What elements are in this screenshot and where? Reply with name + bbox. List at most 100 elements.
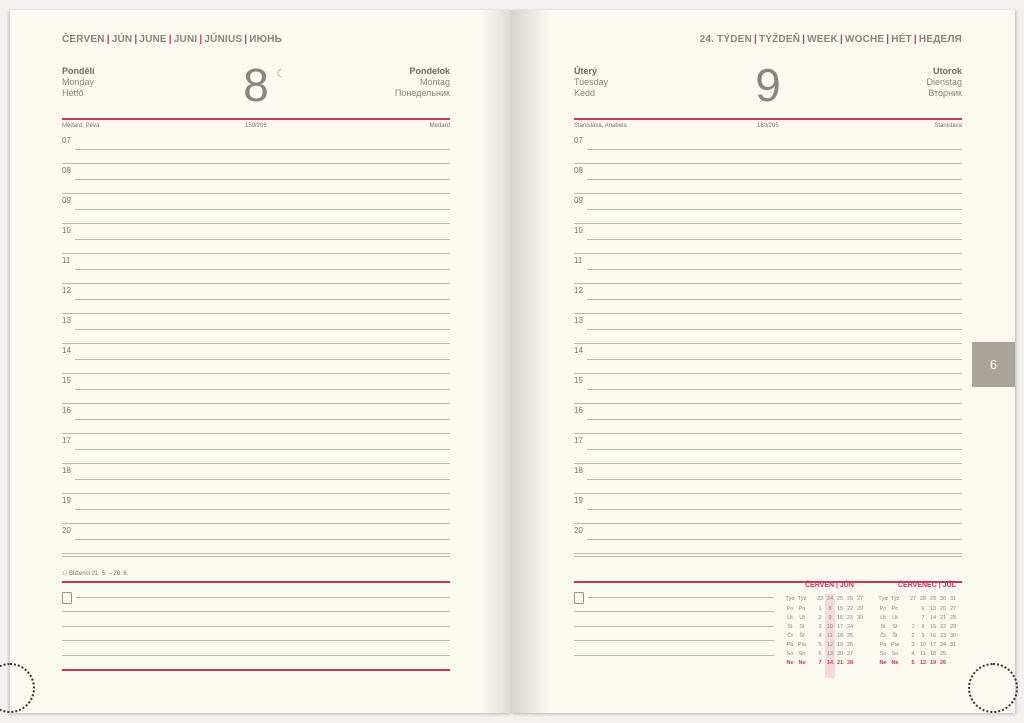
calendar-day[interactable]: 12 (826, 642, 834, 648)
half-hour-line[interactable] (574, 193, 962, 194)
half-hour-line[interactable] (62, 553, 450, 554)
calendar-day[interactable]: 9 (828, 615, 832, 621)
hour-line[interactable] (75, 329, 450, 330)
half-hour-line[interactable] (62, 523, 450, 524)
hour-line[interactable] (587, 299, 962, 300)
calendar-day[interactable]: 7 (921, 615, 925, 621)
calendar-day[interactable]: 28 (846, 660, 854, 666)
hour-line[interactable] (75, 269, 450, 270)
calendar-day[interactable]: 14 (826, 660, 834, 666)
hour-line[interactable] (75, 509, 450, 510)
calendar-day[interactable]: 10 (919, 642, 927, 648)
calendar-day[interactable]: 18 (836, 633, 844, 639)
calendar-day[interactable]: 20 (939, 606, 947, 612)
calendar-day[interactable]: 23 (846, 615, 854, 621)
calendar-day[interactable]: 2 (911, 633, 915, 639)
hour-line[interactable] (587, 209, 962, 210)
calendar-day[interactable]: 18 (929, 651, 937, 657)
hour-line[interactable] (75, 359, 450, 360)
calendar-day[interactable]: 29 (949, 624, 957, 630)
calendar-day[interactable]: 31 (949, 642, 957, 648)
half-hour-line[interactable] (62, 343, 450, 344)
calendar-day[interactable]: 21 (939, 615, 947, 621)
half-hour-line[interactable] (574, 403, 962, 404)
half-hour-line[interactable] (574, 373, 962, 374)
half-hour-line[interactable] (574, 493, 962, 494)
half-hour-line[interactable] (574, 343, 962, 344)
calendar-day[interactable]: 6 (818, 651, 822, 657)
hour-line[interactable] (75, 209, 450, 210)
note-line[interactable] (62, 655, 450, 656)
calendar-day[interactable]: 12 (919, 660, 927, 666)
half-hour-line[interactable] (62, 403, 450, 404)
hour-line[interactable] (75, 479, 450, 480)
hour-line[interactable] (75, 149, 450, 150)
half-hour-line[interactable] (574, 463, 962, 464)
half-hour-line[interactable] (62, 253, 450, 254)
calendar-day[interactable]: 22 (939, 624, 947, 630)
half-hour-line[interactable] (62, 223, 450, 224)
hour-line[interactable] (587, 479, 962, 480)
calendar-day[interactable]: 1 (911, 624, 915, 630)
calendar-day[interactable]: 16 (836, 615, 844, 621)
hour-line[interactable] (587, 509, 962, 510)
calendar-day[interactable]: 21 (836, 660, 844, 666)
half-hour-line[interactable] (574, 253, 962, 254)
calendar-day[interactable]: 23 (939, 633, 947, 639)
calendar-day[interactable]: 17 (836, 624, 844, 630)
hour-line[interactable] (587, 269, 962, 270)
calendar-day[interactable]: 13 (826, 651, 834, 657)
hour-line[interactable] (75, 299, 450, 300)
calendar-day[interactable]: 10 (826, 624, 834, 630)
calendar-day[interactable]: 3 (818, 624, 822, 630)
half-hour-line[interactable] (62, 373, 450, 374)
note-line[interactable] (574, 640, 774, 641)
calendar-day[interactable]: 2 (818, 615, 822, 621)
calendar-day[interactable]: 7 (818, 660, 822, 666)
hour-line[interactable] (587, 539, 962, 540)
note-line[interactable] (62, 640, 450, 641)
calendar-day[interactable]: 14 (929, 615, 937, 621)
calendar-day[interactable]: 25 (846, 633, 854, 639)
note-line[interactable] (574, 626, 774, 627)
calendar-day[interactable]: 4 (911, 651, 915, 657)
calendar-day[interactable]: 11 (827, 633, 833, 639)
calendar-day[interactable]: 26 (939, 660, 947, 666)
hour-line[interactable] (587, 239, 962, 240)
calendar-day[interactable]: 27 (949, 606, 957, 612)
hour-line[interactable] (75, 179, 450, 180)
calendar-day[interactable]: 4 (818, 633, 822, 639)
half-hour-line[interactable] (62, 493, 450, 494)
calendar-day[interactable]: 19 (836, 642, 844, 648)
half-hour-line[interactable] (62, 163, 450, 164)
half-hour-line[interactable] (574, 523, 962, 524)
calendar-day[interactable]: 8 (921, 624, 925, 630)
calendar-day[interactable]: 8 (828, 606, 832, 612)
note-line[interactable] (62, 626, 450, 627)
calendar-day[interactable]: 15 (836, 606, 844, 612)
half-hour-line[interactable] (574, 553, 962, 554)
half-hour-line[interactable] (62, 193, 450, 194)
calendar-day[interactable]: 16 (929, 633, 937, 639)
note-line[interactable] (574, 611, 774, 612)
calendar-day[interactable]: 17 (929, 642, 937, 648)
hour-line[interactable] (75, 539, 450, 540)
calendar-day[interactable]: 22 (846, 606, 854, 612)
hour-line[interactable] (587, 359, 962, 360)
hour-line[interactable] (587, 149, 962, 150)
note-line[interactable] (62, 611, 450, 612)
half-hour-line[interactable] (574, 163, 962, 164)
note-line[interactable] (588, 597, 774, 598)
note-line[interactable] (76, 597, 450, 598)
calendar-day[interactable]: 30 (856, 615, 864, 621)
calendar-day[interactable]: 25 (939, 651, 947, 657)
half-hour-line[interactable] (574, 433, 962, 434)
hour-line[interactable] (587, 449, 962, 450)
half-hour-line[interactable] (62, 433, 450, 434)
calendar-day[interactable]: 24 (846, 624, 854, 630)
calendar-day[interactable]: 26 (846, 642, 854, 648)
hour-line[interactable] (587, 419, 962, 420)
calendar-day[interactable]: 20 (836, 651, 844, 657)
calendar-day[interactable]: 19 (929, 660, 937, 666)
calendar-day[interactable]: 28 (949, 615, 957, 621)
